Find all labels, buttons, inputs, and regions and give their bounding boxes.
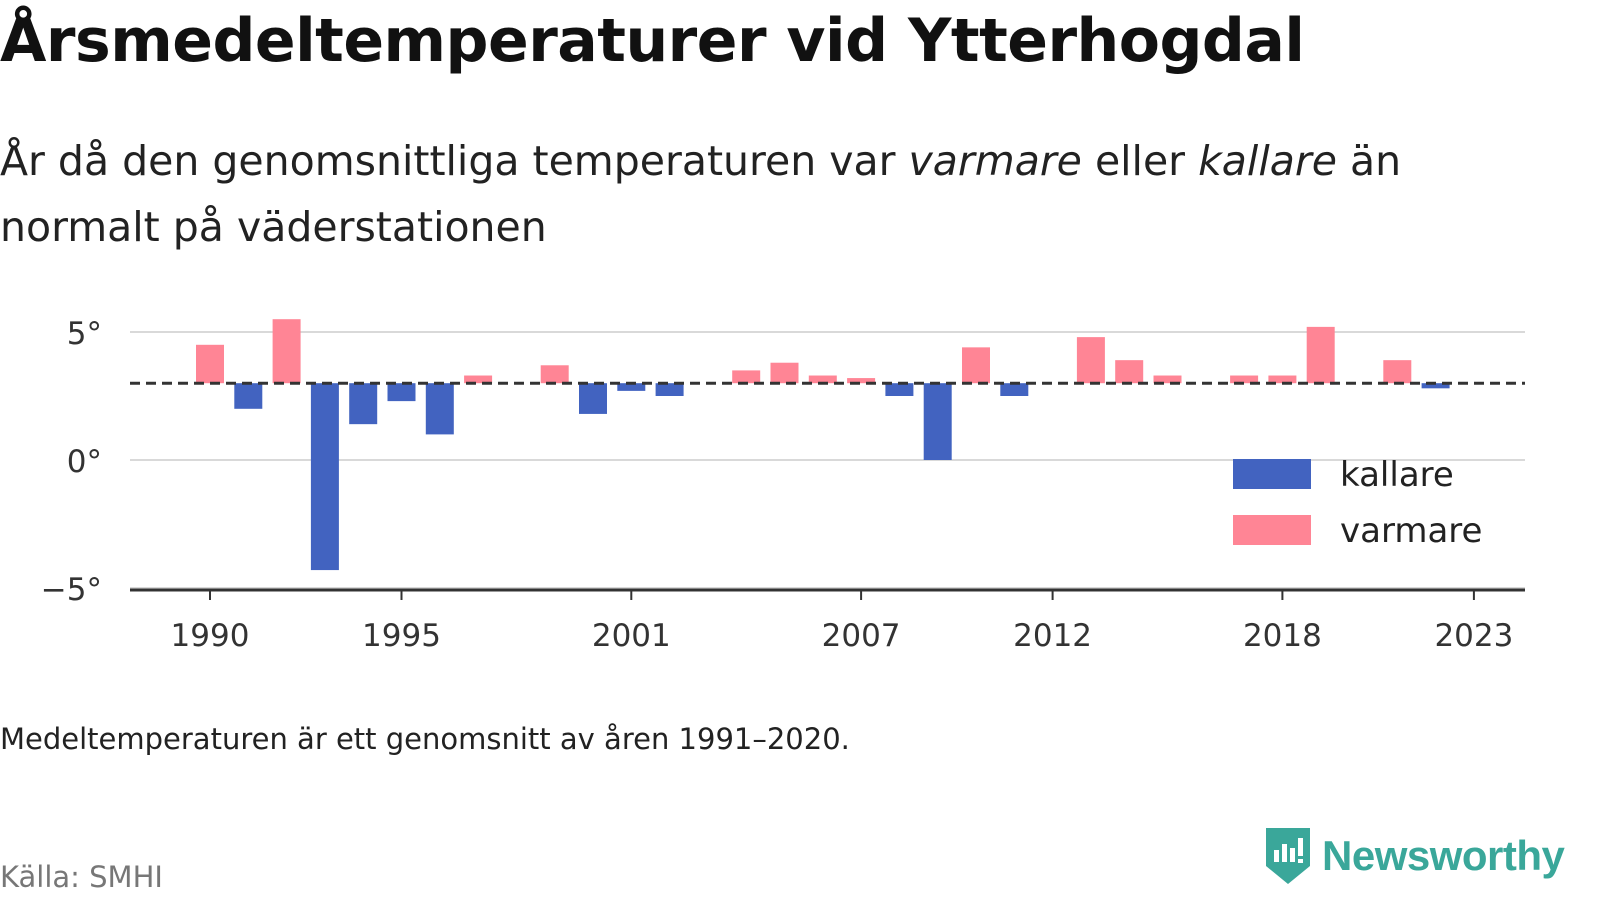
y-tick-label: −5° (41, 572, 102, 608)
x-tick-label: 2023 (1434, 618, 1513, 654)
bar-warmer (1230, 375, 1259, 384)
bar-warmer (1153, 375, 1182, 384)
x-tick-label: 2012 (1013, 618, 1092, 654)
subtitle-warmer-word: varmare (908, 137, 1082, 185)
temperature-bar-chart: 5° 0° −5° 1990 1995 2001 2007 2012 2018 2023 kall… (41, 316, 1525, 654)
bar-warmer (1076, 337, 1105, 384)
bars (196, 319, 1450, 571)
newsworthy-logo-icon (1266, 828, 1310, 884)
bar-warmer (962, 347, 990, 384)
footnote: Medeltemperaturen är ett genomsnitt av å… (0, 722, 850, 756)
bar-warmer (808, 375, 837, 384)
y-tick-label: 5° (67, 316, 102, 352)
bar-warmer (464, 375, 493, 384)
chart-title: Årsmedeltemperaturer vid Ytterhogdal (0, 6, 1305, 76)
brand-name: Newsworthy (1322, 832, 1565, 879)
bar-warmer (1383, 360, 1412, 384)
bar-warmer (770, 362, 799, 384)
bar-warmer (540, 365, 569, 384)
bar-warmer (1306, 326, 1335, 384)
bar-colder (885, 383, 914, 396)
x-tick-label: 1990 (171, 618, 250, 654)
legend: kallare varmare (1233, 455, 1482, 551)
bar-warmer (1268, 375, 1297, 384)
bar-colder (349, 383, 378, 425)
bar-colder (234, 383, 263, 409)
bar-warmer (196, 344, 224, 384)
bar-colder (579, 383, 607, 414)
x-tick-label: 2018 (1243, 618, 1322, 654)
bar-colder (923, 383, 952, 460)
bar-colder (617, 383, 646, 391)
bar-colder (310, 383, 339, 571)
legend-label-varmare: varmare (1340, 511, 1482, 551)
brand-logo: Newsworthy (1262, 826, 1565, 886)
legend-swatch-varmare (1233, 515, 1311, 545)
bar-colder (655, 383, 684, 396)
legend-label-kallare: kallare (1340, 455, 1454, 495)
bar-warmer (732, 370, 761, 384)
bar-colder (425, 383, 454, 435)
source-credit: Källa: SMHI (0, 860, 163, 894)
subtitle-text-2: eller (1081, 137, 1199, 185)
x-tick-label: 1995 (362, 618, 441, 654)
subtitle-text-3: än normalt på väderstationen (0, 137, 1402, 251)
axes: 5° 0° −5° 1990 1995 2001 2007 2012 2018 2023 (41, 316, 1525, 654)
bar-colder (1421, 383, 1450, 389)
subtitle-colder-word: kallare (1198, 137, 1337, 185)
bar-warmer (847, 378, 876, 384)
subtitle-text-1: År då den genomsnittliga temperaturen va… (0, 137, 909, 185)
chart-subtitle: År då den genomsnittliga temperaturen va… (0, 128, 1560, 260)
bar-colder (387, 383, 416, 402)
bar-warmer (272, 319, 301, 384)
bar-warmer (1115, 360, 1144, 384)
y-tick-label: 0° (67, 444, 102, 480)
x-tick-label: 2001 (592, 618, 671, 654)
bar-colder (1000, 383, 1029, 396)
x-tick-label: 2007 (822, 618, 901, 654)
legend-swatch-kallare (1233, 459, 1311, 489)
